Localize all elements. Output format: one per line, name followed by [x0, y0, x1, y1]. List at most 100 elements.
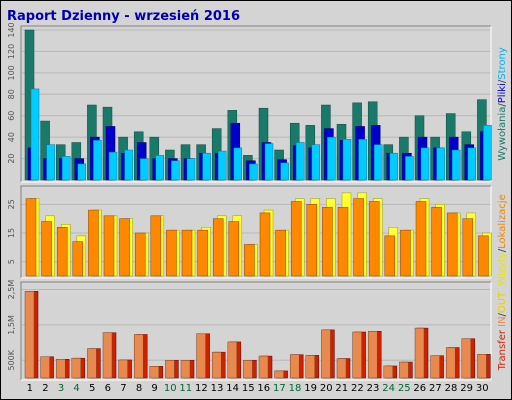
x-tick-label: 8: [136, 383, 142, 394]
bar-transfer-in: [477, 354, 487, 379]
bar-pages: [467, 147, 477, 181]
bar-pages: [342, 139, 352, 181]
y-tick-label-visits-sites: 15: [7, 228, 16, 238]
x-tick-label: 27: [429, 383, 442, 394]
y-tick-label-hits-files-pages: 100: [7, 65, 16, 80]
x-tick-label: 21: [335, 383, 348, 394]
bar-sites: [275, 229, 286, 277]
y-tick-label-transfer: 500K: [7, 349, 16, 370]
bar-transfer-in: [40, 356, 50, 379]
legend-transfer-item: Transfer: [497, 329, 508, 371]
bar-transfer-in: [414, 327, 425, 379]
bar-pages: [295, 142, 305, 181]
bar-pages: [420, 147, 430, 181]
x-tick-label: 15: [242, 383, 255, 394]
y-tick-label-hits-files-pages: 40: [7, 132, 16, 142]
legend-visits-sites-item: Wizyty: [497, 252, 508, 286]
bar-transfer-in: [227, 341, 238, 379]
x-tick-label: 30: [476, 383, 489, 394]
bar-sites: [56, 227, 68, 277]
x-tick-label: 24: [382, 383, 395, 394]
bar-pages: [46, 144, 55, 181]
bar-transfer-in: [24, 291, 35, 379]
bar-transfer-in: [321, 329, 331, 379]
bar-transfer-in: [352, 331, 362, 379]
bar-sites: [290, 201, 302, 277]
bar-pages: [30, 88, 40, 181]
bar-pages: [358, 139, 367, 181]
report-title: Raport Dzienny - wrzesień 2016: [7, 9, 241, 24]
bar-transfer-in: [258, 355, 269, 379]
legend-transfer-item: /: [497, 312, 508, 316]
x-tick-label: 28: [445, 383, 458, 394]
bar-sites: [446, 212, 458, 277]
bar-sites: [197, 229, 208, 277]
bar-pages: [77, 163, 87, 181]
legend-hits-files-pages: Wywołania/Pliki/Strony: [497, 47, 508, 161]
bar-sites: [431, 206, 442, 277]
panel-visits-sites-light: [21, 186, 492, 279]
bar-sites: [41, 221, 52, 277]
y-tick-label-hits-files-pages: 60: [7, 111, 16, 121]
bar-pages: [233, 147, 243, 181]
bar-pages: [171, 160, 180, 181]
bar-sites: [72, 241, 84, 277]
x-tick-label: 20: [320, 383, 333, 394]
bar-sites: [259, 212, 271, 277]
bar-transfer-in: [336, 358, 347, 379]
legend-transfer: Transfer IN/OUT: [497, 291, 508, 371]
bar-sites: [478, 235, 489, 277]
bar-pages: [108, 151, 118, 181]
bar-pages: [483, 125, 492, 181]
bar-transfer-in: [289, 354, 300, 379]
y-tick-label-hits-files-pages: 20: [7, 153, 16, 163]
bar-sites: [103, 215, 115, 277]
bar-pages: [389, 152, 399, 181]
y-tick-label-transfer: 1,5M: [7, 315, 16, 335]
bar-transfer-in: [196, 333, 206, 379]
bar-sites: [322, 206, 333, 277]
legend-transfer-item: OUT: [497, 291, 508, 313]
bar-transfer-in: [149, 366, 160, 379]
legend-visits-sites-item: /: [497, 248, 508, 252]
bar-transfer-in: [383, 365, 394, 379]
bar-sites: [119, 218, 130, 277]
bar-transfer-in: [165, 360, 175, 379]
bar-transfer-in: [305, 355, 316, 379]
legend-hits-files-pages-item: Strony: [497, 47, 508, 80]
bar-pages: [155, 155, 165, 181]
x-tick-label: 13: [211, 383, 224, 394]
bar-pages: [280, 162, 289, 181]
bar-pages: [373, 144, 383, 181]
bar-sites: [88, 209, 99, 277]
bar-transfer-in: [133, 334, 144, 379]
bar-transfer-in: [461, 338, 472, 379]
x-tick-label: 11: [179, 383, 192, 394]
x-tick-label: 18: [289, 383, 302, 394]
legend-hits-files-pages-item: Wywołania: [497, 107, 508, 161]
x-tick-label: 16: [257, 383, 270, 394]
bar-pages: [249, 163, 258, 181]
x-tick-label: 9: [151, 383, 157, 394]
bar-pages: [93, 140, 102, 181]
panel-hits-files-pages-shade: [20, 25, 491, 182]
bar-pages: [186, 158, 196, 181]
bar-sites: [368, 201, 380, 277]
bar-pages: [139, 158, 149, 181]
bar-sites: [134, 232, 146, 277]
x-tick-label: 22: [351, 383, 364, 394]
panel-hits-files-pages-light: [21, 26, 492, 183]
bar-pages: [264, 143, 274, 181]
bar-transfer-in: [274, 370, 284, 379]
bar-pages: [61, 156, 71, 181]
bar-pages: [451, 149, 461, 181]
bar-sites: [415, 201, 427, 277]
bar-transfer-in: [118, 359, 128, 379]
x-tick-label: 19: [304, 383, 317, 394]
bar-transfer-in: [87, 348, 97, 379]
bar-sites: [306, 204, 318, 277]
bar-transfer-in: [71, 357, 82, 379]
panel-transfer-shade: [20, 281, 491, 380]
x-tick-label: 12: [195, 383, 208, 394]
